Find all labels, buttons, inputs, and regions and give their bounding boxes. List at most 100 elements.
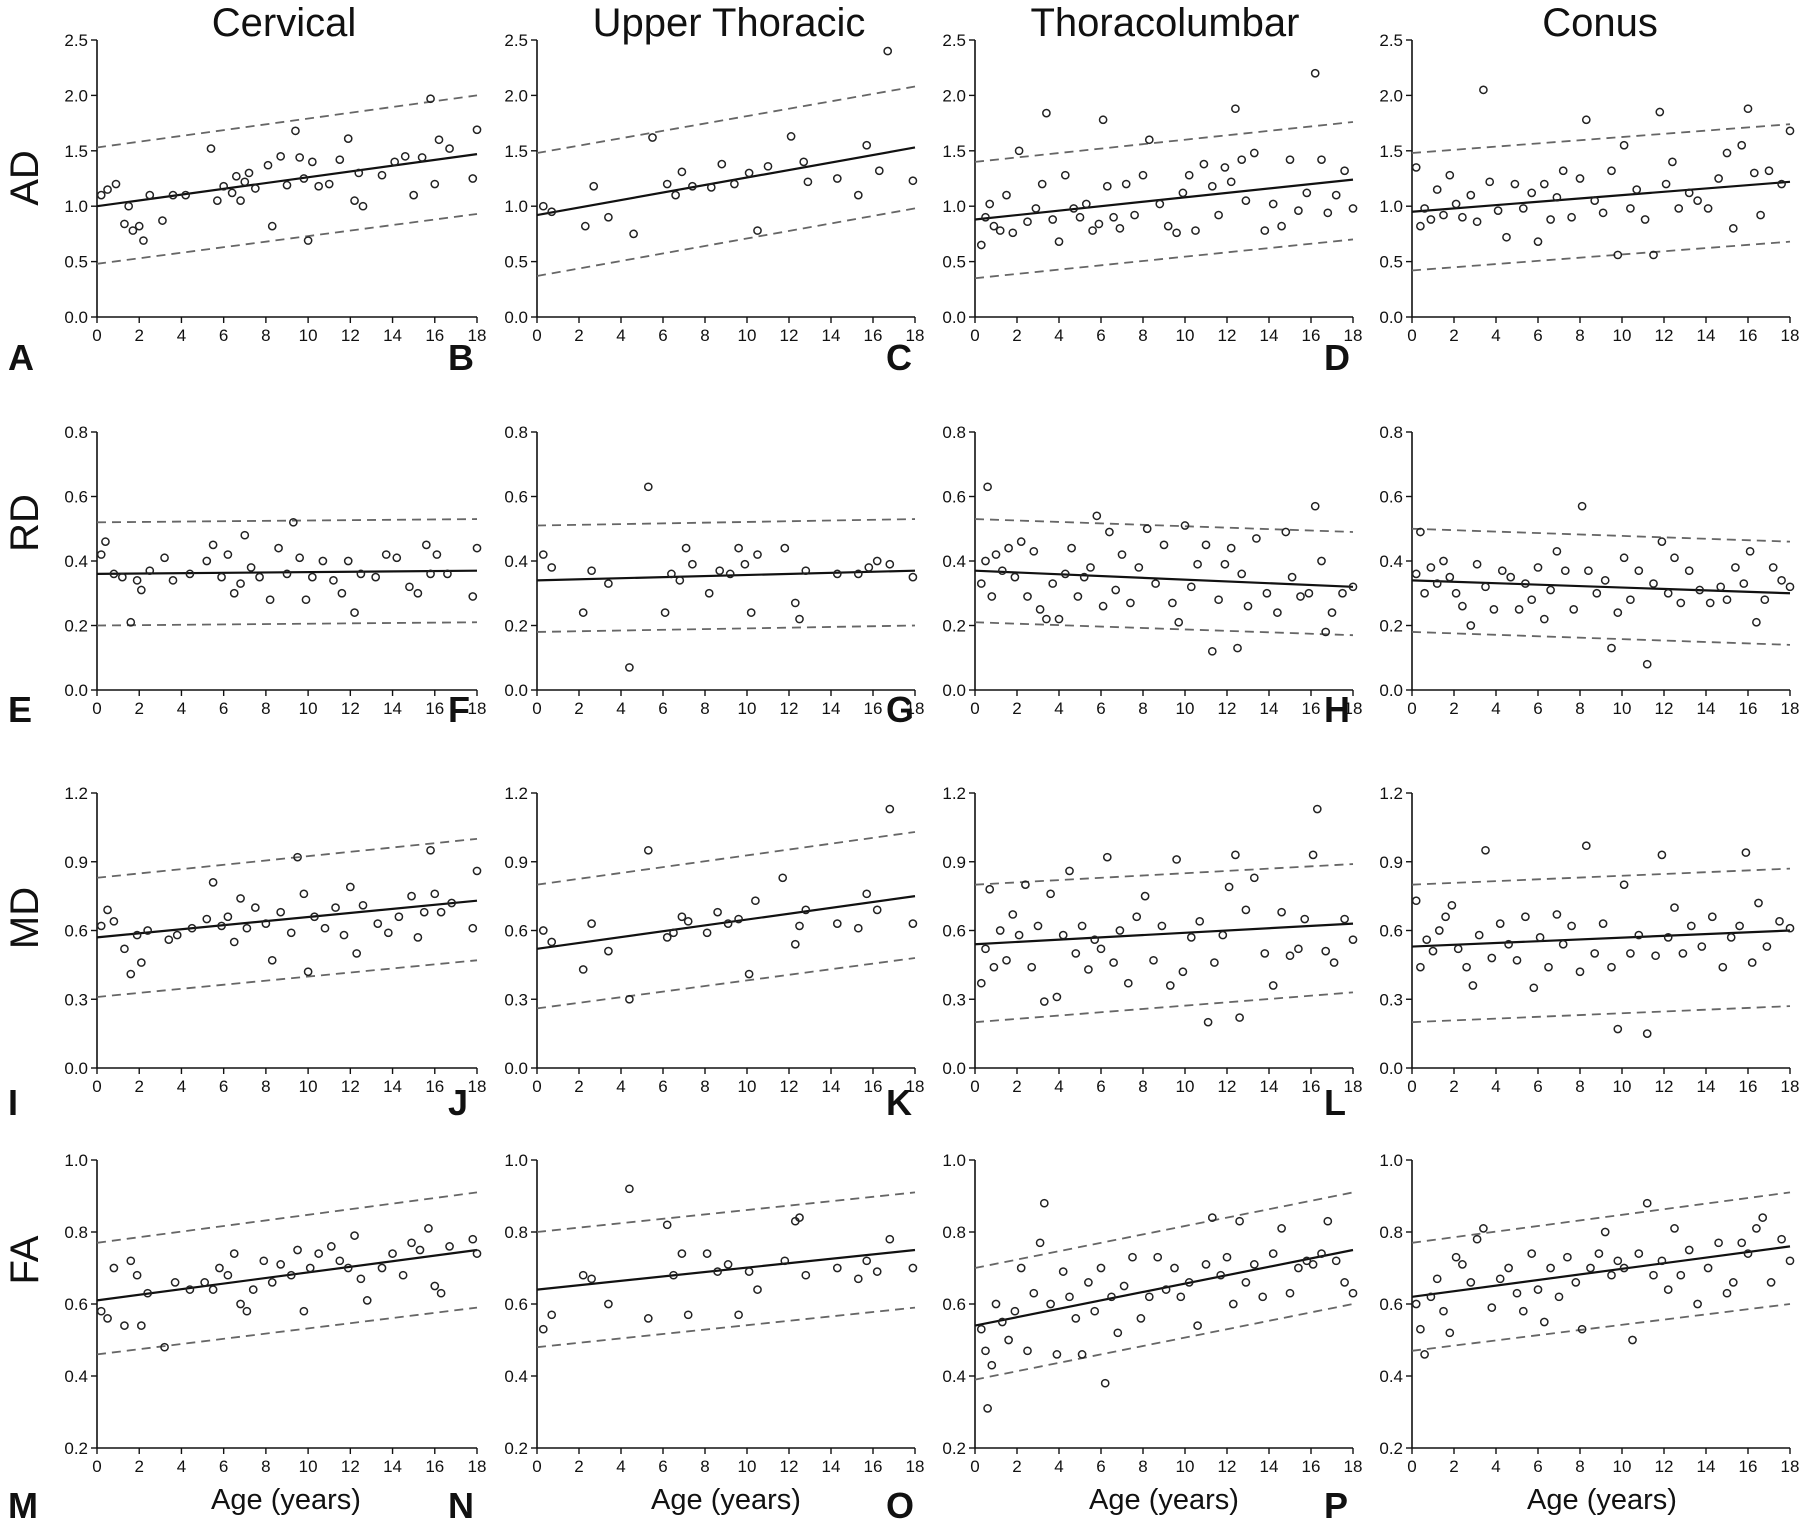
data-point-h-5	[1439, 556, 1448, 566]
data-point-p-28	[1607, 1270, 1616, 1280]
data-point-o-54	[1348, 1288, 1358, 1298]
data-point-k-47	[1300, 914, 1310, 924]
data-point-h-29	[1613, 608, 1623, 617]
data-point-i-32	[358, 900, 368, 910]
x-tick-label-i-0: 0	[92, 1077, 101, 1096]
data-point-b-24	[883, 46, 893, 56]
data-point-i-15	[229, 937, 239, 947]
x-tick-label-h-5: 10	[1613, 699, 1632, 718]
panel-letter-h: H	[1324, 689, 1350, 730]
data-point-n-21	[832, 1263, 842, 1273]
data-point-e-17	[240, 530, 250, 540]
x-tick-label-g-9: 18	[1344, 699, 1363, 718]
data-point-k-33	[1195, 916, 1205, 926]
x-tick-label-p-5: 10	[1613, 1457, 1632, 1476]
panel-k: 0.00.30.60.91.20 2 4 6 8 10 12 14 16 18K	[886, 784, 1362, 1123]
y-tick-label-o-2: 0.6	[942, 1295, 966, 1314]
y-tick-label-b-4: 2.0	[504, 86, 528, 105]
data-point-c-38	[1226, 177, 1236, 187]
data-point-a-25	[291, 126, 300, 136]
data-point-g-38	[1220, 559, 1230, 569]
panel-m: 0.2 0.4 0.6 0.8 1.0 0 2 4 6 8 10 12 14 16 18 M	[8, 1151, 486, 1526]
data-point-o-19	[1084, 1278, 1093, 1287]
data-point-d-0	[1411, 163, 1421, 172]
y-tick-label-a-4: 2.0	[64, 86, 88, 105]
data-point-d-36	[1661, 179, 1671, 189]
data-point-p-25	[1586, 1263, 1595, 1273]
x-tick-label-b-5: 10	[738, 326, 757, 345]
data-point-k-5	[1002, 955, 1011, 965]
data-point-a-8	[145, 190, 155, 200]
panel-letter-m: M	[8, 1485, 38, 1526]
data-point-p-47	[1752, 1224, 1761, 1233]
data-point-d-15	[1510, 179, 1520, 189]
data-point-f-19	[780, 543, 790, 553]
data-point-g-36	[1207, 646, 1217, 656]
data-point-d-12	[1485, 177, 1495, 187]
data-point-f-12	[704, 588, 714, 598]
data-point-h-28	[1607, 643, 1616, 653]
data-point-p-4	[1432, 1274, 1442, 1284]
data-point-g-21	[1098, 601, 1108, 611]
x-tick-label-j-4: 8	[700, 1077, 709, 1096]
data-point-g-9	[1023, 592, 1032, 601]
data-point-i-44	[472, 866, 482, 876]
data-point-b-5	[629, 229, 638, 239]
data-point-k-27	[1149, 955, 1158, 965]
data-point-h-15	[1514, 605, 1524, 614]
data-point-c-42	[1249, 148, 1259, 158]
y-tick-label-a-2: 1.0	[64, 197, 88, 216]
lower-interval-line-h	[1411, 631, 1791, 646]
data-point-c-45	[1277, 221, 1286, 231]
upper-interval-line-m	[96, 1191, 478, 1244]
data-point-a-37	[377, 170, 387, 180]
data-point-c-7	[1014, 146, 1024, 156]
data-point-e-32	[356, 569, 366, 579]
data-point-m-17	[242, 1306, 252, 1316]
lower-interval-line-p	[1411, 1303, 1791, 1352]
fit-line-c	[974, 178, 1354, 221]
data-point-m-2	[109, 1263, 119, 1273]
data-point-g-13	[1048, 579, 1058, 588]
y-tick-label-j-1: 0.3	[504, 990, 528, 1009]
data-point-h-31	[1626, 595, 1635, 605]
y-tick-label-o-4: 1.0	[942, 1151, 966, 1170]
x-tick-label-b-2: 4	[616, 326, 625, 345]
data-point-j-24	[872, 905, 882, 915]
panel-letter-j: J	[448, 1082, 468, 1123]
data-point-d-21	[1552, 192, 1562, 202]
data-point-b-4	[604, 212, 613, 222]
x-tick-label-c-6: 12	[1218, 326, 1237, 345]
data-point-h-8	[1458, 601, 1467, 611]
data-point-i-43	[468, 923, 478, 933]
data-point-f-28	[908, 572, 918, 582]
data-point-m-37	[415, 1245, 425, 1255]
data-point-h-13	[1497, 566, 1507, 576]
data-point-h-21	[1552, 546, 1562, 556]
panel-letter-k: K	[886, 1082, 912, 1123]
data-point-l-0	[1411, 896, 1421, 906]
data-point-l-18	[1535, 933, 1545, 942]
data-point-h-24	[1577, 501, 1587, 511]
data-point-n-7	[662, 1220, 672, 1230]
data-point-n-4	[604, 1299, 613, 1309]
data-point-i-7	[143, 926, 153, 935]
y-tick-label-f-2: 0.4	[504, 552, 528, 571]
data-point-p-23	[1571, 1278, 1581, 1287]
y-tick-label-c-4: 2.0	[942, 86, 966, 105]
data-point-e-4	[126, 617, 136, 627]
data-point-a-24	[282, 180, 292, 190]
data-point-c-49	[1310, 68, 1320, 78]
data-point-k-20	[1096, 944, 1106, 954]
data-point-l-13	[1495, 919, 1505, 928]
x-tick-label-l-8: 16	[1739, 1077, 1758, 1096]
upper-interval-line-n	[536, 1191, 916, 1233]
data-point-d-38	[1674, 204, 1684, 213]
x-tick-label-a-3: 6	[219, 326, 228, 345]
data-point-o-7	[1010, 1306, 1020, 1316]
data-point-d-3	[1426, 215, 1436, 224]
data-point-h-36	[1663, 588, 1673, 598]
data-point-g-16	[1067, 543, 1076, 553]
data-point-h-48	[1760, 595, 1770, 605]
data-point-c-5	[1002, 190, 1011, 200]
